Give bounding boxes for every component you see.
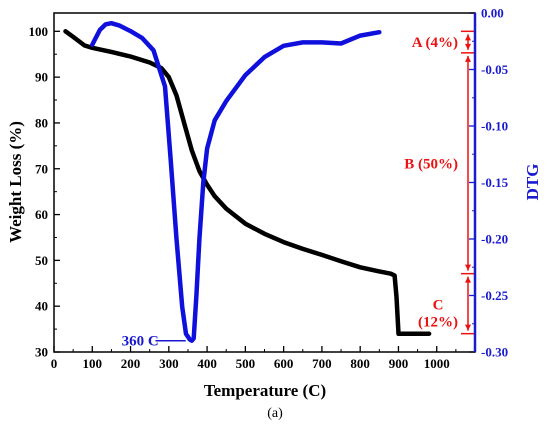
y-left-tick-label: 50: [35, 253, 48, 268]
y-right-tick-label: -0.10: [481, 119, 508, 134]
y-right-tick-label: -0.25: [481, 288, 509, 303]
plot-frame: [53, 12, 476, 353]
stage-arrow-head: [465, 55, 471, 62]
y-left-tick-label: 70: [35, 161, 48, 176]
weight-loss-line: [63, 29, 432, 336]
y-left-tick-label: 40: [35, 299, 48, 314]
y-left-tick-label: 100: [29, 24, 49, 39]
x-tick-label: 100: [83, 356, 103, 371]
y-axis-left-title: Weight Loss (%): [6, 121, 25, 243]
y-right-tick-label: -0.30: [481, 345, 508, 360]
x-axis-title: Temperature (C): [204, 381, 326, 400]
y-left-tick-label: 60: [35, 207, 48, 222]
y-right-tick-label: -0.20: [481, 232, 508, 247]
y-left-tick-label: 90: [35, 70, 48, 85]
stage-arrow-head: [465, 276, 471, 283]
x-tick-label: 0: [51, 356, 58, 371]
stage-arrow-head: [465, 264, 471, 271]
y-right-tick-label: 0.00: [481, 6, 504, 21]
x-tick-label: 1000: [424, 356, 450, 371]
stage-arrow-head: [465, 43, 471, 50]
stage-a-label: A (4%): [412, 35, 458, 51]
stage-c-percent: (12%): [418, 314, 458, 330]
x-tick-label: 200: [121, 356, 141, 371]
y-right-tick-label: -0.05: [481, 62, 509, 77]
x-tick-label: 800: [350, 356, 370, 371]
x-tick-label: 600: [274, 356, 294, 371]
y-left-tick-label: 30: [35, 345, 48, 360]
x-tick-label: 300: [159, 356, 179, 371]
stage-arrow-head: [465, 34, 471, 41]
stage-c-label: C: [433, 297, 444, 313]
x-tick-label: 700: [312, 356, 332, 371]
x-tick-label: 900: [389, 356, 409, 371]
x-tick-label: 500: [236, 356, 256, 371]
y-right-tick-label: -0.15: [481, 175, 509, 190]
y-axis-right-title: DTG: [523, 164, 542, 201]
dtg-line: [90, 20, 382, 343]
x-tick-label: 400: [197, 356, 217, 371]
figure-caption: (a): [267, 406, 283, 421]
stage-b-label: B (50%): [404, 156, 458, 172]
y-left-tick-label: 80: [35, 115, 48, 130]
peak-label: 360 C: [122, 334, 159, 350]
stage-arrow-head: [465, 324, 471, 331]
